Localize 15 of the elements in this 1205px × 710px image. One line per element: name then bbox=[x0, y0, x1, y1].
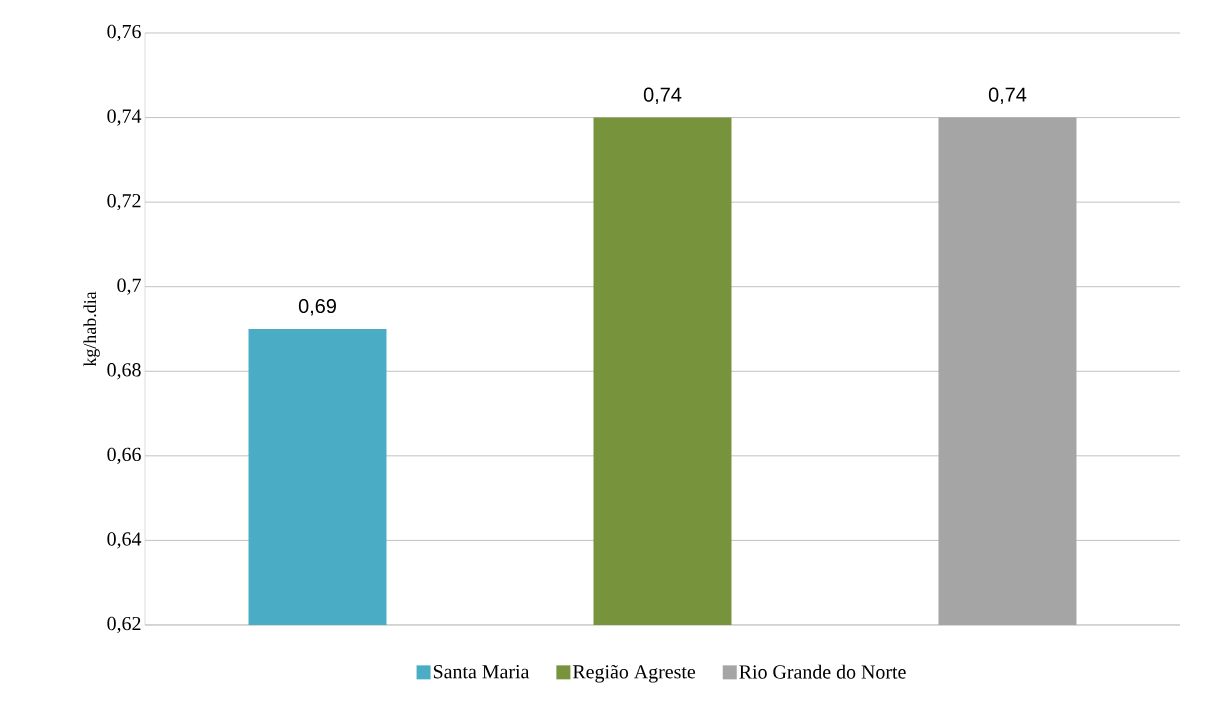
y-tick-label: 0,64 bbox=[107, 532, 142, 549]
y-tick-label: 0,62 bbox=[107, 616, 141, 634]
y-tick-label: 0,7 bbox=[117, 278, 141, 295]
y-tick-label: 0,74 bbox=[107, 109, 142, 126]
legend-label: Rio Grande do Norte bbox=[739, 664, 906, 679]
data-label: 0,74 bbox=[988, 87, 1027, 105]
y-tick-label: 0,72 bbox=[107, 193, 141, 211]
y-tick-label: 0,68 bbox=[107, 363, 141, 380]
y-tick-label: 0,76 bbox=[107, 24, 141, 42]
legend-label: Região Agreste bbox=[572, 664, 696, 683]
y-tick-label: 0,66 bbox=[107, 447, 141, 464]
data-label: 0,69 bbox=[298, 299, 336, 316]
y-axis-title: kg/hab.dia bbox=[83, 291, 100, 367]
data-label: 0,74 bbox=[643, 87, 682, 105]
legend-label: Santa Maria bbox=[433, 665, 530, 679]
